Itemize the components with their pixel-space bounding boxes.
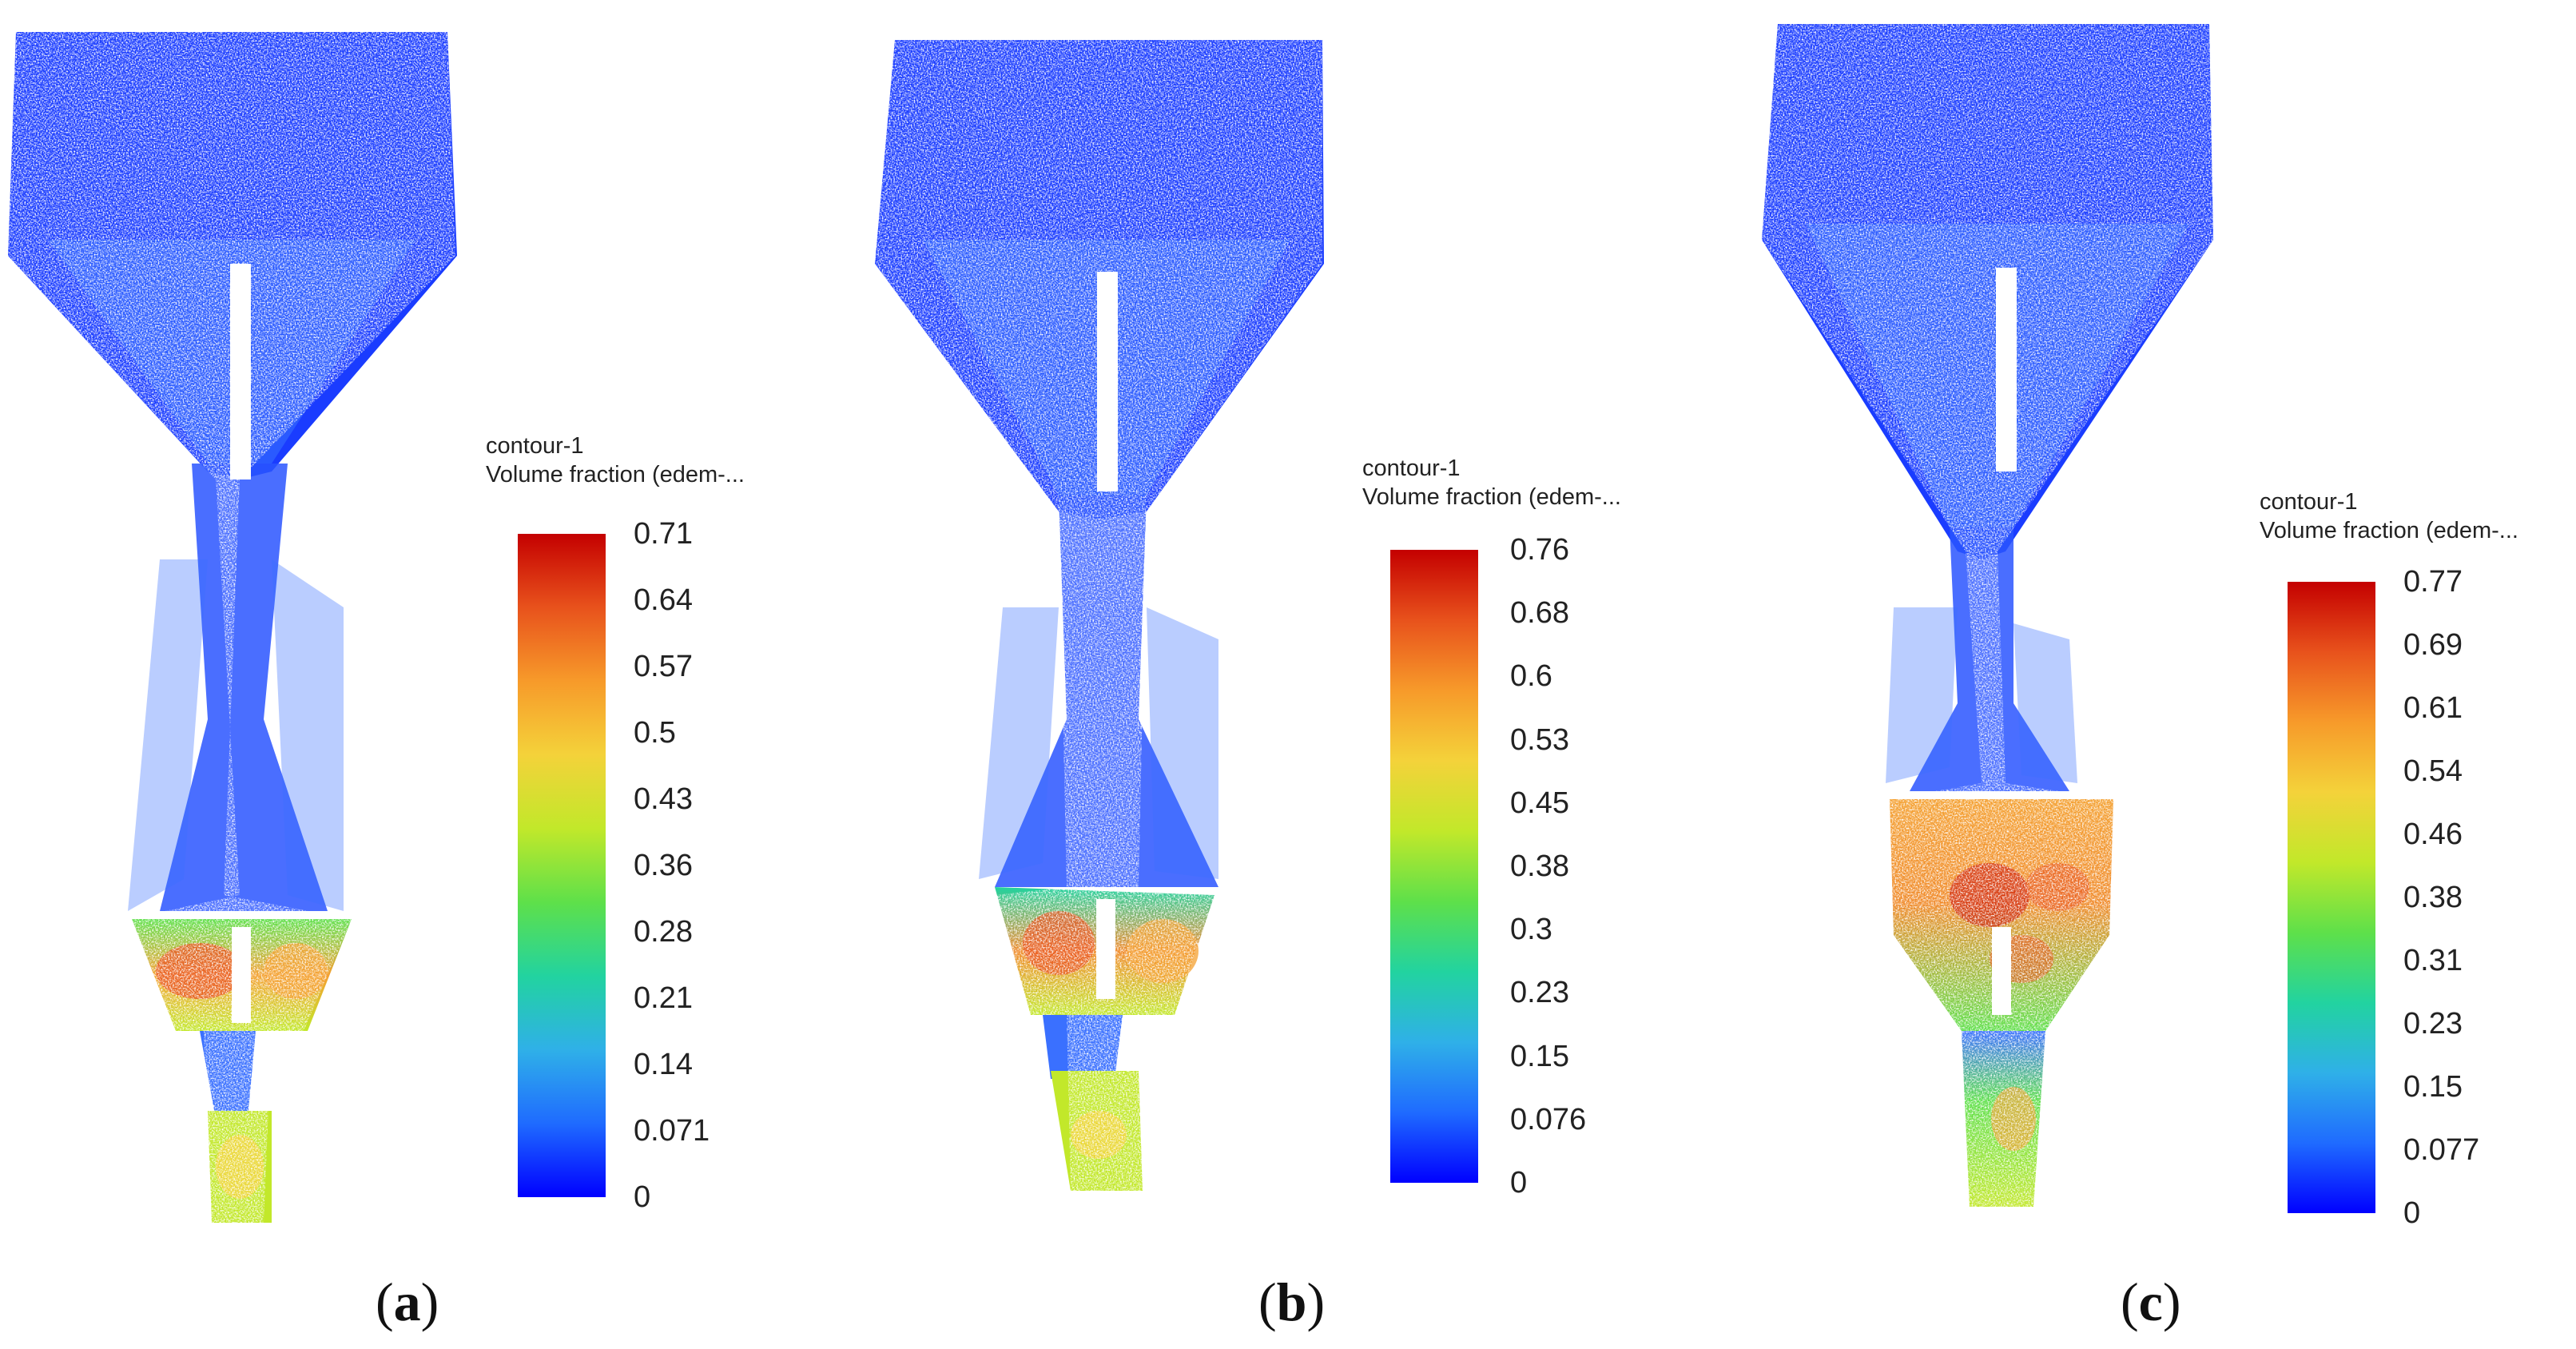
legend-subtitle-b: Volume fraction (edem-...: [1362, 484, 1621, 510]
colorbar-tick-label: 0.076: [1510, 1102, 1587, 1136]
legend-title-b: contour-1: [1362, 456, 1461, 481]
colorbar-tick-label: 0.54: [2403, 754, 2463, 788]
colorbar-tick-label: 0.69: [2403, 628, 2463, 662]
colorbar-tick-label: 0.57: [634, 650, 693, 683]
colorbar-tick-label: 0.38: [2403, 881, 2463, 914]
particle-cloud-b: [875, 40, 1324, 1191]
colorbar-tick-label: 0.76: [1510, 533, 1569, 567]
colorbar-tick-label: 0.36: [634, 849, 693, 882]
particle-cloud-c: [1762, 24, 2213, 1207]
colorbar-tick-label: 0.21: [634, 981, 693, 1015]
panel-a: contour-1 Volume fraction (edem-... 0.71…: [0, 0, 859, 1349]
colorbar-tick-label: 0.14: [634, 1048, 693, 1081]
colorbar-tick-label: 0.61: [2403, 691, 2463, 725]
legend-subtitle-a: Volume fraction (edem-...: [486, 462, 745, 487]
colorbar-tick-label: 0.23: [1510, 976, 1569, 1010]
panel-label-b: (b): [1258, 1271, 1326, 1332]
colorbar-tick-label: 0.64: [634, 583, 693, 617]
simulation-plot-b: [875, 40, 1324, 1191]
colorbar-tick-label: 0.46: [2403, 818, 2463, 851]
colorbar-tick-label: 0.077: [2403, 1133, 2480, 1167]
colorbar-tick-label: 0: [634, 1180, 651, 1214]
colorbar-c: [2288, 582, 2375, 1213]
panel-label-c: (c): [2121, 1271, 2181, 1332]
colorbar-b: [1390, 550, 1478, 1183]
simulation-plot-c: [1762, 24, 2213, 1207]
colorbar-tick-label: 0.23: [2403, 1007, 2463, 1041]
colorbar-tick-label: 0.71: [634, 517, 693, 551]
colorbar-tick-label: 0.45: [1510, 786, 1569, 820]
colorbar-tick-label: 0: [2403, 1196, 2421, 1230]
colorbar-tick-label: 0.071: [634, 1114, 710, 1148]
colorbar-tick-label: 0.43: [634, 782, 693, 816]
colorbar-a: [518, 534, 606, 1197]
colorbar-tick-label: 0.53: [1510, 722, 1569, 757]
particle-cloud-a: [8, 32, 457, 1223]
colorbar-tick-label: 0.38: [1510, 850, 1569, 883]
colorbar-tick-label: 0.5: [634, 716, 676, 750]
colorbar-tick-label: 0.28: [634, 915, 693, 949]
panel-b: contour-1 Volume fraction (edem-... 0.76…: [859, 0, 1718, 1349]
panel-c: contour-1 Volume fraction (edem-... 0.77…: [1718, 0, 2576, 1349]
colorbar-tick-label: 0.6: [1510, 659, 1552, 694]
legend-title-c: contour-1: [2260, 489, 2358, 515]
colorbar-tick-label: 0.15: [1510, 1039, 1569, 1073]
legend-subtitle-c: Volume fraction (edem-...: [2260, 518, 2518, 543]
colorbar-tick-label: 0.3: [1510, 913, 1552, 947]
colorbar-tick-label: 0: [1510, 1166, 1528, 1200]
panel-label-a: (a): [376, 1271, 439, 1332]
colorbar-tick-label: 0.77: [2403, 565, 2463, 599]
colorbar-tick-label: 0.31: [2403, 944, 2463, 977]
colorbar-tick-label: 0.15: [2403, 1070, 2463, 1104]
colorbar-tick-label: 0.68: [1510, 596, 1569, 631]
simulation-plot-a: [8, 32, 457, 1223]
legend-title-a: contour-1: [486, 433, 584, 459]
